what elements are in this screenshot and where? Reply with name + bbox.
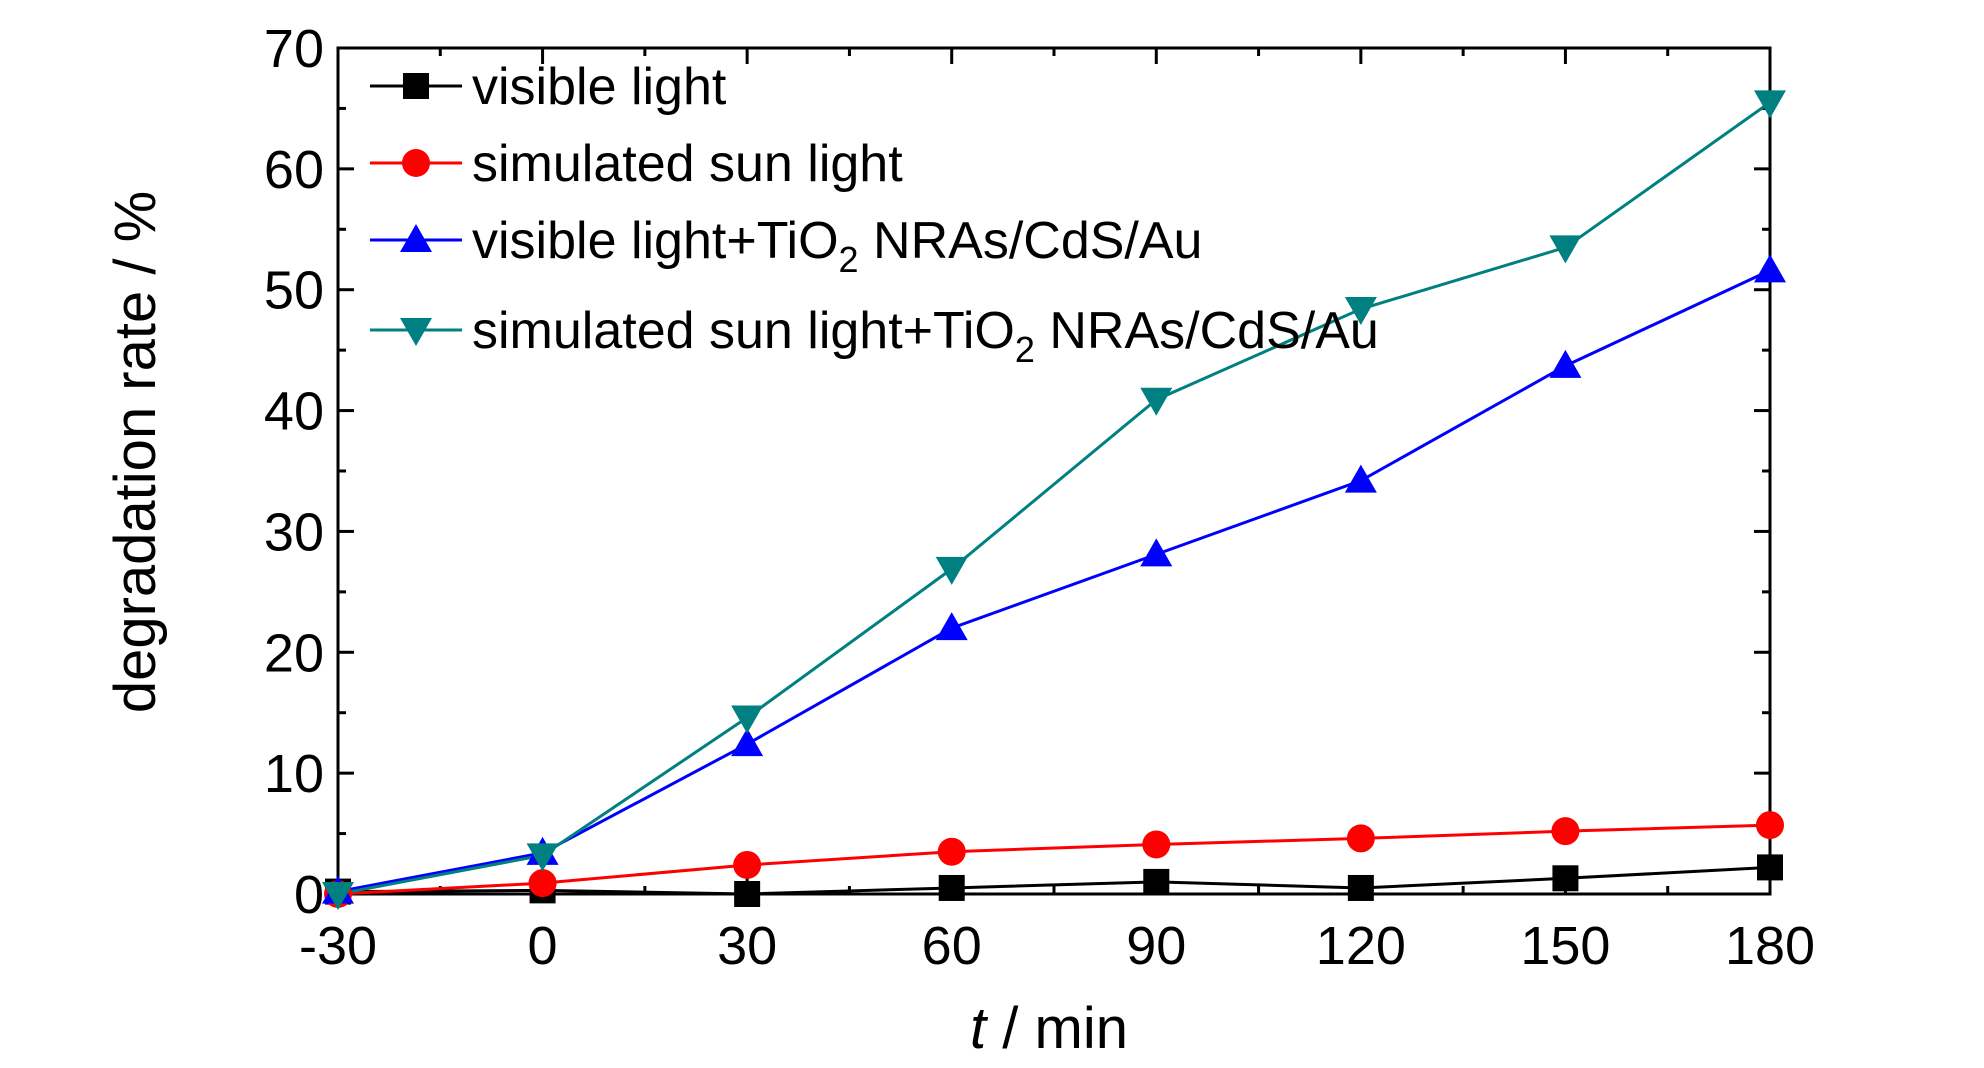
data-point-series-1	[1346, 824, 1375, 853]
y-tick-label: 0	[294, 865, 324, 925]
legend-label-text: visible light	[472, 58, 727, 116]
data-point-series-0	[938, 874, 965, 901]
y-tick-label: 20	[264, 623, 324, 683]
y-tick-label: 60	[264, 140, 324, 200]
y-tick-label: 70	[264, 19, 324, 79]
data-point-series-0	[1347, 874, 1374, 901]
x-tick-label: 180	[1725, 916, 1815, 976]
x-tick-label: 120	[1316, 916, 1406, 976]
x-tick-label: 90	[1126, 916, 1186, 976]
y-tick-label: 50	[264, 261, 324, 321]
data-point-series-3	[1549, 235, 1582, 264]
data-point-series-2	[1344, 464, 1377, 493]
data-point-series-1	[528, 869, 557, 898]
legend-marker	[402, 149, 430, 177]
legend-marker	[400, 224, 432, 252]
legend-label-text: simulated sun light	[472, 135, 903, 193]
data-point-series-1	[1756, 811, 1784, 840]
legend-label-text: visible light+TiO	[472, 212, 839, 270]
series-markers	[322, 90, 1786, 910]
y-tick-label: 30	[264, 502, 324, 562]
x-axis-title-unit: / min	[986, 996, 1128, 1061]
data-point-series-0	[1552, 865, 1579, 892]
legend-label-subscript: 2	[839, 239, 859, 280]
legend: visible light simulated sun light visible …	[370, 58, 1379, 370]
data-point-series-2	[731, 728, 764, 757]
legend-label-text: NRAs/CdS/Au	[1035, 302, 1379, 360]
x-axis-title-variable: t	[970, 996, 989, 1061]
y-tick-label: 10	[264, 744, 324, 804]
data-point-series-1	[1551, 817, 1580, 846]
legend-label-subscript: 2	[1015, 329, 1035, 370]
series-line-2	[337, 269, 1771, 894]
data-point-series-0	[1143, 868, 1170, 895]
data-point-series-0	[1757, 854, 1783, 881]
data-point-series-3	[935, 556, 968, 585]
x-tick-label: 30	[717, 916, 777, 976]
legend-label: visible light+TiO2 NRAs/CdS/Au	[472, 212, 1202, 280]
y-tick-label: 40	[264, 382, 324, 442]
data-point-series-2	[1549, 349, 1582, 378]
data-point-series-3	[1140, 387, 1173, 416]
legend-marker	[400, 318, 432, 346]
data-point-series-0	[734, 881, 761, 907]
data-point-series-3	[1754, 90, 1786, 119]
data-point-series-2	[935, 612, 968, 641]
series-line-1	[337, 823, 1771, 896]
x-tick-label: 150	[1520, 916, 1610, 976]
data-point-series-3	[526, 843, 559, 872]
data-point-series-1	[1142, 830, 1171, 859]
legend-marker	[403, 73, 429, 99]
legend-label-text: NRAs/CdS/Au	[859, 212, 1203, 270]
x-tick-label: 0	[528, 916, 558, 976]
x-axis-title: t / min	[970, 996, 1128, 1061]
legend-label: simulated sun light	[472, 135, 903, 193]
data-point-series-1	[733, 850, 762, 879]
x-tick-label: -30	[299, 916, 377, 976]
series-line-0	[337, 865, 1771, 896]
series-line-3	[337, 101, 1771, 896]
data-point-series-1	[937, 837, 966, 866]
legend-label: simulated sun light+TiO2 NRAs/CdS/Au	[472, 302, 1379, 370]
data-point-series-2	[1140, 538, 1173, 567]
data-point-series-2	[1754, 254, 1786, 283]
data-point-series-3	[322, 882, 354, 910]
data-point-series-3	[1344, 297, 1377, 326]
data-point-series-3	[731, 705, 764, 734]
y-axis-title: degradation rate / %	[103, 191, 168, 713]
x-tick-label: 60	[922, 916, 982, 976]
legend-label: visible light	[472, 58, 727, 116]
legend-label-text: simulated sun light+TiO	[472, 302, 1015, 360]
series-lines	[337, 101, 1771, 896]
